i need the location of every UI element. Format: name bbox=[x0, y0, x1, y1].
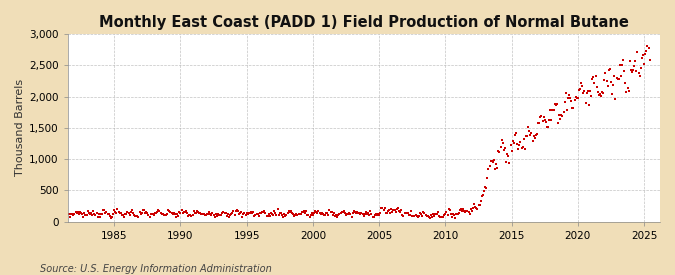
Title: Monthly East Coast (PADD 1) Field Production of Normal Butane: Monthly East Coast (PADD 1) Field Produc… bbox=[99, 15, 629, 30]
Y-axis label: Thousand Barrels: Thousand Barrels bbox=[15, 79, 25, 176]
Text: Source: U.S. Energy Information Administration: Source: U.S. Energy Information Administ… bbox=[40, 264, 272, 274]
